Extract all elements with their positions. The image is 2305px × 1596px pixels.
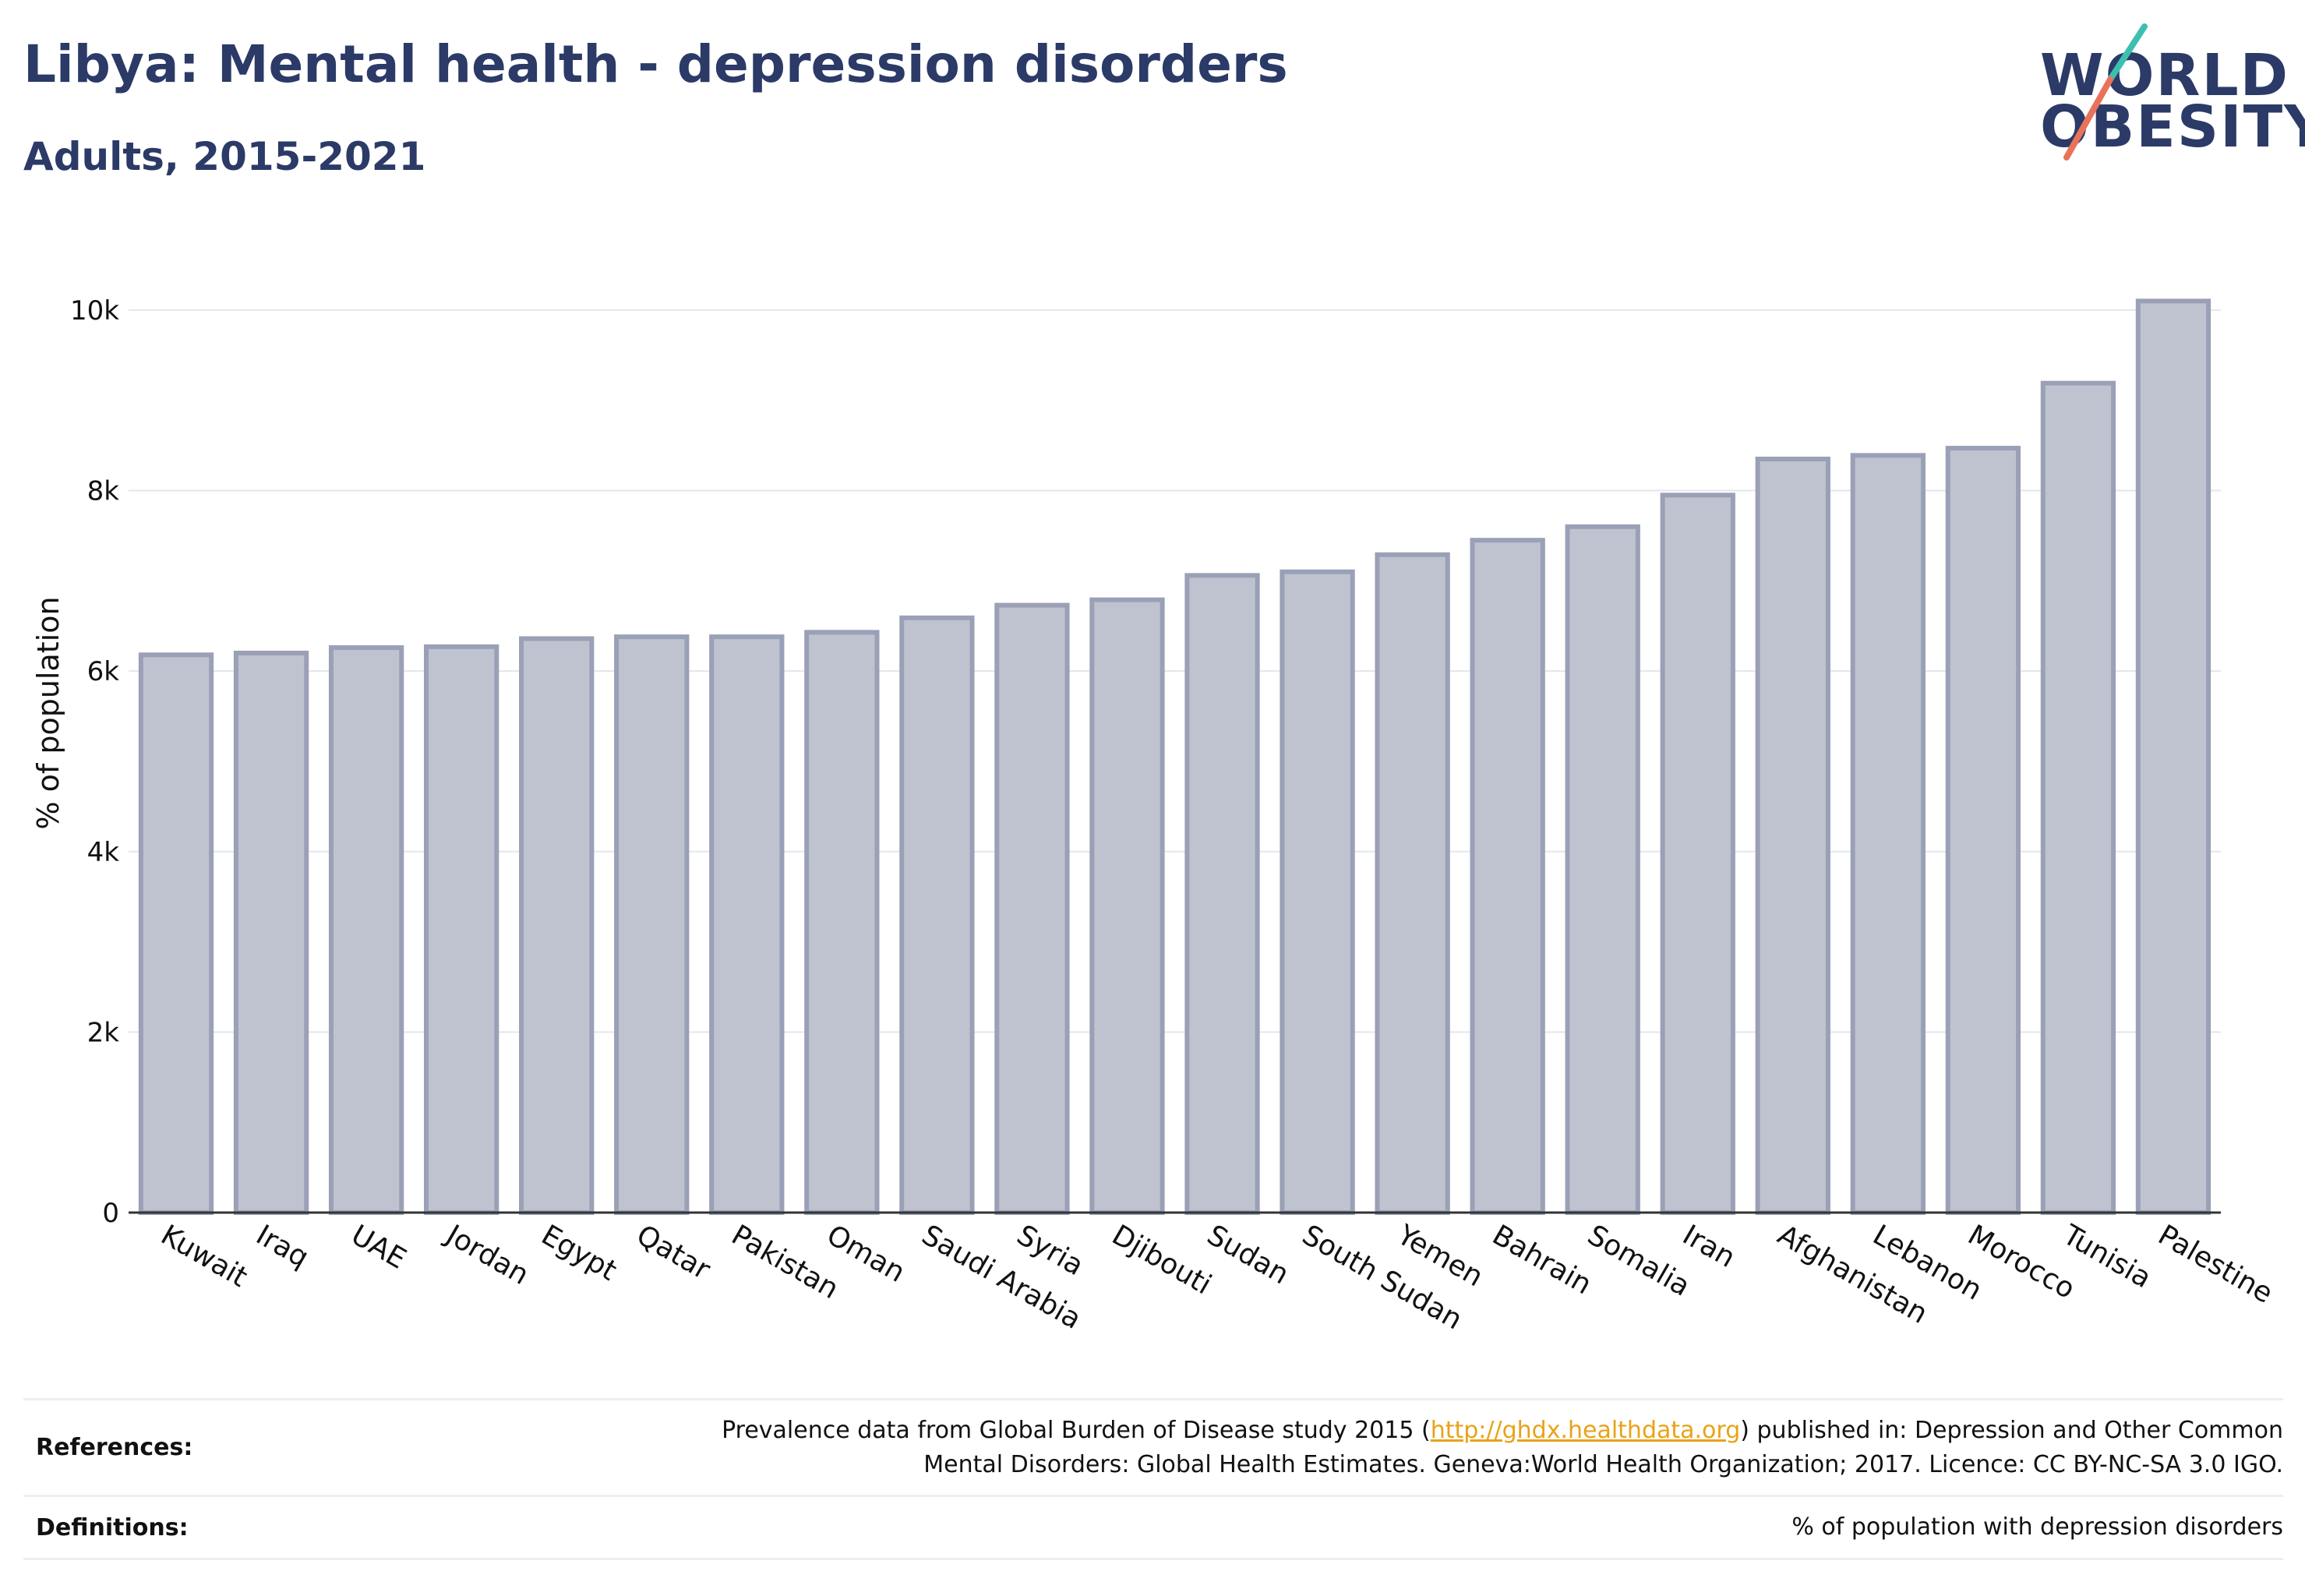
references-link[interactable]: http://ghdx.healthdata.org	[1430, 1416, 1741, 1444]
bar	[328, 645, 404, 1215]
chart-title: Libya: Mental health - depression disord…	[23, 34, 1288, 94]
bar	[1660, 493, 1735, 1215]
y-tick-labels: 0 2k 4k 6k 8k 10k	[70, 295, 119, 1229]
bar	[1565, 524, 1640, 1215]
bar	[1470, 538, 1545, 1215]
definitions-row: Definitions: % of population with depres…	[23, 1495, 2283, 1560]
bars	[138, 298, 2211, 1216]
x-tick-label: Kuwait	[156, 1219, 253, 1294]
x-tick-label: Bahrain	[1487, 1219, 1597, 1301]
x-tick-label: Palestine	[2152, 1219, 2278, 1310]
x-tick-label: Somalia	[1582, 1219, 1695, 1303]
y-axis-label: % of population	[31, 596, 65, 829]
definitions-text: % of population with depression disorder…	[1791, 1513, 2283, 1541]
references-text-before: Prevalence data from Global Burden of Di…	[722, 1416, 1431, 1444]
bar	[233, 650, 309, 1215]
y-tick-label: 8k	[87, 476, 120, 507]
y-tick-label: 4k	[87, 837, 120, 868]
x-tick-label: Qatar	[631, 1219, 715, 1286]
references-row: References: Prevalence data from Global …	[23, 1398, 2283, 1495]
definitions-label: Definitions:	[36, 1513, 189, 1541]
bar	[614, 634, 690, 1215]
y-tick-label: 6k	[87, 656, 120, 687]
bar	[138, 652, 214, 1215]
x-tick-label: Pakistan	[726, 1219, 844, 1305]
x-tick-label: Jordan	[439, 1218, 534, 1291]
bar	[1375, 552, 1450, 1215]
bar	[2135, 298, 2211, 1215]
x-tick-label: UAE	[346, 1219, 411, 1275]
references-label: References:	[36, 1434, 193, 1461]
bar	[1089, 597, 1165, 1215]
bar	[804, 630, 880, 1215]
bar	[1850, 453, 1926, 1215]
bar	[1280, 569, 1355, 1215]
bar	[899, 615, 975, 1215]
bar	[709, 634, 785, 1215]
x-tick-label: Iraq	[251, 1219, 314, 1274]
x-tick-label: Djibouti	[1107, 1219, 1216, 1301]
bar	[1184, 573, 1260, 1215]
x-tick-label: Egypt	[536, 1219, 622, 1287]
x-tick-label: Sudan	[1202, 1219, 1294, 1291]
x-tick-label: Saudi Arabia	[916, 1219, 1086, 1336]
bar	[519, 636, 595, 1215]
chart-subtitle: Adults, 2015-2021	[23, 134, 426, 179]
world-obesity-logo: WORLD OBESITY	[2026, 23, 2305, 164]
logo-line-1: WORLD	[2040, 42, 2290, 109]
x-tick-label: Iran	[1677, 1219, 1740, 1274]
bar	[1945, 446, 2021, 1215]
logo-slash-icon	[2063, 23, 2148, 161]
references-table: References: Prevalence data from Global …	[23, 1398, 2283, 1560]
y-tick-label: 10k	[70, 295, 119, 327]
y-tick-label: 2k	[87, 1017, 120, 1048]
bar	[424, 644, 499, 1215]
y-tick-label: 0	[102, 1198, 119, 1229]
bar	[2040, 380, 2116, 1216]
x-tick-label: South Sudan	[1297, 1219, 1467, 1336]
bar	[1755, 456, 1830, 1215]
references-text: Prevalence data from Global Burden of Di…	[722, 1414, 2283, 1482]
x-tick-label: Morocco	[1962, 1219, 2080, 1305]
references-line-2: Mental Disorders: Global Health Estimate…	[923, 1450, 2283, 1478]
references-text-after: ) published in: Depression and Other Com…	[1740, 1416, 2283, 1444]
bar	[994, 602, 1070, 1215]
